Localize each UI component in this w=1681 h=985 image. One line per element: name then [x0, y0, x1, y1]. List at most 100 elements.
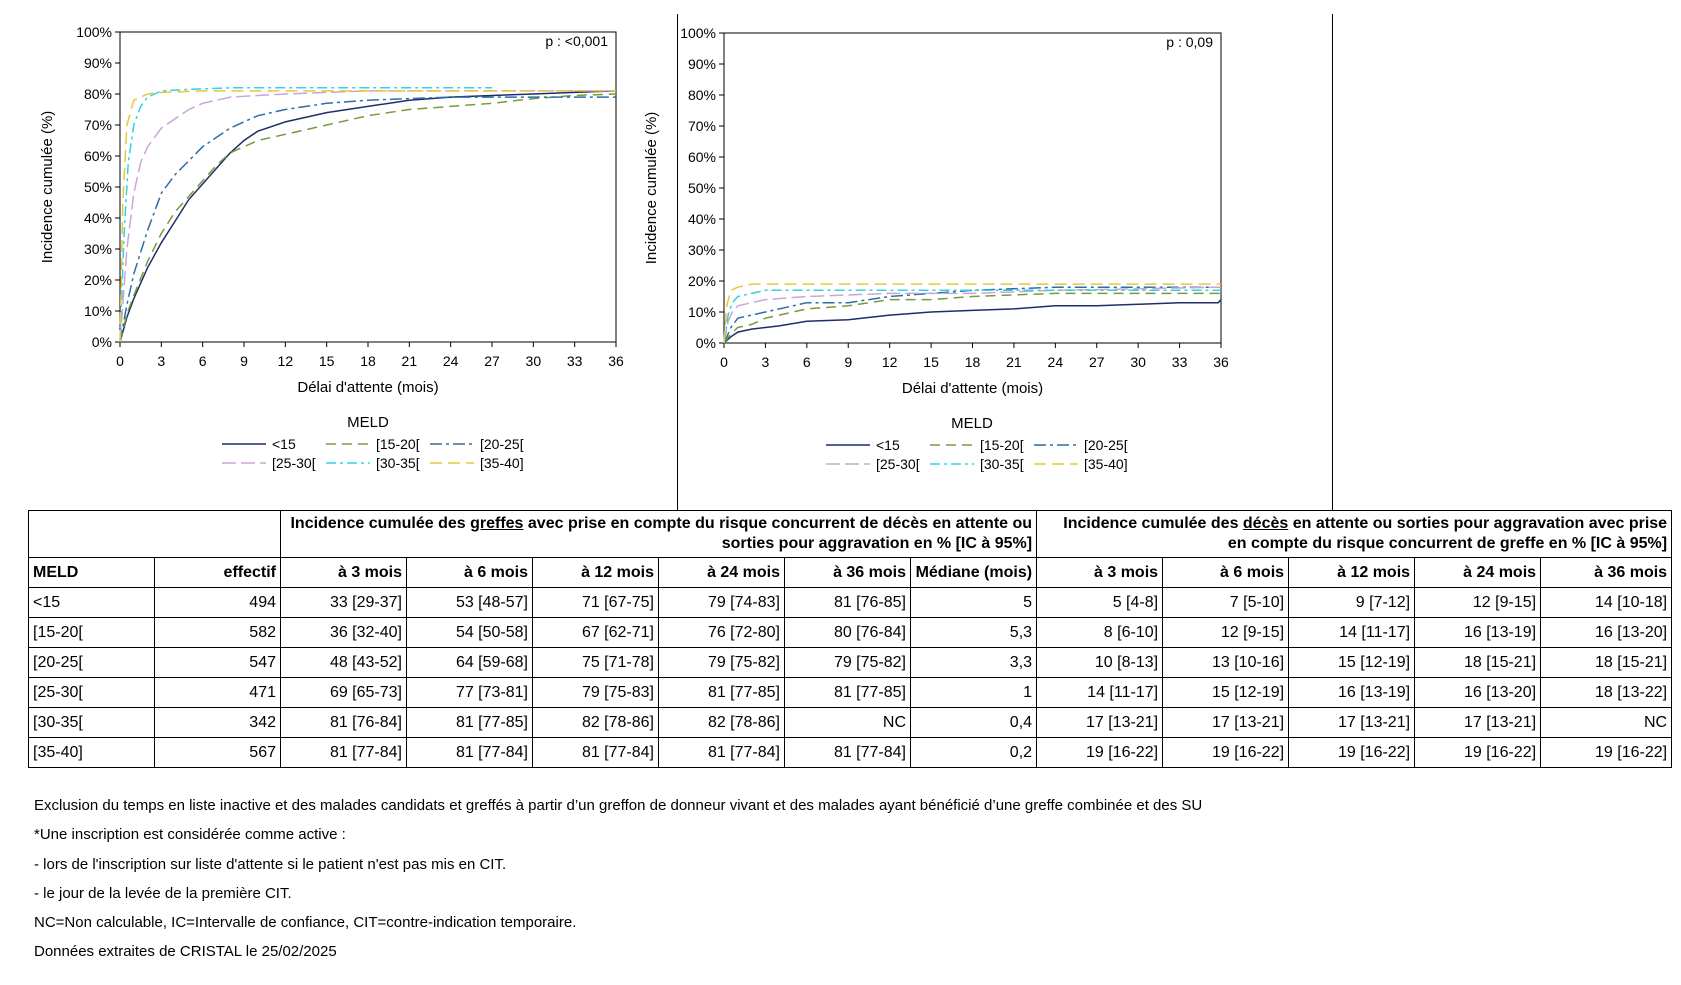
- graft-underlined-word: greffes: [470, 515, 524, 532]
- y-tick-label: 90%: [688, 56, 716, 72]
- table-cell: 48 [43-52]: [280, 647, 407, 678]
- table-cell: 342: [154, 707, 281, 738]
- table-cell: 54 [50-58]: [406, 617, 533, 648]
- legend-label-1: <15: [876, 437, 900, 453]
- left-panel-right-border: [677, 14, 678, 510]
- series-line-6: [119, 90, 616, 343]
- table-body: <15 494 33 [29-37] 53 [48-57] 71 [67-75] 79 […: [28, 587, 1673, 768]
- table-cell: 81 [77-85]: [406, 707, 533, 738]
- table-cell: 53 [48-57]: [406, 587, 533, 618]
- series-line-6: [723, 283, 1221, 344]
- y-tick-label: 40%: [84, 210, 112, 226]
- x-tick-label: 24: [1048, 354, 1064, 370]
- meld-cell: <15: [28, 587, 155, 618]
- table-cell: 0,4: [909, 707, 1038, 738]
- plot-frame: [723, 32, 1222, 344]
- table-cell: 19 [16-22]: [1540, 737, 1673, 768]
- table-cell: 69 [65-73]: [280, 677, 407, 708]
- x-tick-label: 27: [1089, 354, 1105, 370]
- legend-label-4: [25-30[: [272, 455, 316, 471]
- table-group-header-row: Incidence cumulée des greffes avec prise…: [28, 510, 1673, 558]
- y-tick-label: 60%: [84, 148, 112, 164]
- x-tick-label: 15: [923, 354, 939, 370]
- y-tick-label: 60%: [688, 149, 716, 165]
- table-cell: 19 [16-22]: [1414, 737, 1542, 768]
- table-cell: 14 [10-18]: [1540, 587, 1673, 618]
- death-group-header: Incidence cumulée des décès en attente o…: [1036, 510, 1673, 558]
- table-cell: 19 [16-22]: [1162, 737, 1290, 768]
- x-tick-label: 6: [199, 353, 207, 369]
- table-cell: 81 [77-84]: [658, 737, 785, 768]
- death-underlined-word: décès: [1242, 515, 1289, 532]
- legend-label-6: [35-40]: [1084, 456, 1128, 472]
- table-cell: 16 [13-19]: [1414, 617, 1542, 648]
- table-cell: 19 [16-22]: [1288, 737, 1416, 768]
- footnote-line: - le jour de la levée de la première CIT…: [34, 884, 292, 902]
- column-header: à 12 mois: [1288, 557, 1416, 588]
- series-line-1: [723, 299, 1222, 344]
- column-header: à 3 mois: [1036, 557, 1164, 588]
- x-tick-label: 12: [278, 353, 294, 369]
- y-tick-label: 30%: [688, 242, 716, 258]
- table-cell: 0,2: [909, 737, 1038, 768]
- table-corner-cell: [28, 510, 281, 558]
- table-cell: 71 [67-75]: [532, 587, 659, 618]
- table-cell: 547: [154, 647, 281, 678]
- table-cell: 80 [76-84]: [784, 617, 911, 648]
- column-header: à 36 mois: [784, 557, 911, 588]
- table-cell: 3,3: [909, 647, 1038, 678]
- y-tick-label: 70%: [688, 118, 716, 134]
- table-cell: 14 [11-17]: [1288, 617, 1416, 648]
- footnote-line: NC=Non calculable, IC=Intervalle de conf…: [34, 914, 577, 932]
- y-tick-label: 80%: [84, 86, 112, 102]
- series-line-2: [723, 292, 1221, 344]
- legend-label-3: [20-25[: [1084, 437, 1128, 453]
- meld-cell: [25-30[: [28, 677, 155, 708]
- table-cell: 14 [11-17]: [1036, 677, 1164, 708]
- table-cell: 82 [78-86]: [532, 707, 659, 738]
- table-cell: 76 [72-80]: [658, 617, 785, 648]
- footnote-line: Exclusion du temps en liste inactive et …: [34, 797, 1203, 814]
- table-cell: NC: [784, 707, 911, 738]
- table-row: [35-40] 567 81 [77-84] 81 [77-84] 81 [77-84]…: [28, 737, 1673, 768]
- column-header: à 12 mois: [532, 557, 659, 588]
- y-tick-label: 20%: [688, 273, 716, 289]
- x-tick-label: 9: [844, 354, 852, 370]
- table-cell: 81 [76-84]: [280, 707, 407, 738]
- series-line-1: [119, 90, 617, 343]
- x-tick-label: 15: [319, 353, 335, 369]
- y-tick-label: 0%: [696, 335, 716, 351]
- table-cell: 17 [13-21]: [1414, 707, 1542, 738]
- table-cell: 18 [15-21]: [1414, 647, 1542, 678]
- table-cell: 16 [13-19]: [1288, 677, 1416, 708]
- table-row: <15 494 33 [29-37] 53 [48-57] 71 [67-75] 79 […: [28, 587, 1673, 618]
- series-line-5: [119, 87, 492, 343]
- column-header: MELD: [28, 557, 155, 588]
- table-cell: 7 [5-10]: [1162, 587, 1290, 618]
- table-cell: 79 [75-83]: [532, 677, 659, 708]
- x-tick-label: 27: [484, 353, 500, 369]
- x-tick-label: 6: [803, 354, 811, 370]
- column-header: Médiane (mois): [909, 557, 1038, 588]
- x-tick-label: 36: [1213, 354, 1229, 370]
- series-line-2: [119, 93, 617, 343]
- legend-label-1: <15: [272, 436, 296, 452]
- table-cell: 79 [75-82]: [658, 647, 785, 678]
- x-axis-label: Délai d'attente (mois): [297, 379, 438, 396]
- x-tick-label: 30: [1130, 354, 1146, 370]
- table-cell: 5,3: [909, 617, 1038, 648]
- plot-frame: [119, 31, 617, 343]
- table-cell: 81 [77-84]: [280, 737, 407, 768]
- x-tick-label: 21: [402, 353, 418, 369]
- legend-title: MELD: [347, 414, 389, 431]
- series-line-3: [119, 96, 616, 343]
- x-tick-label: 30: [526, 353, 542, 369]
- legend-label-5: [30-35[: [376, 455, 420, 471]
- table-cell: 15 [12-19]: [1288, 647, 1416, 678]
- table-cell: 582: [154, 617, 281, 648]
- table-cell: 8 [6-10]: [1036, 617, 1164, 648]
- meld-cell: [35-40]: [28, 737, 155, 768]
- x-tick-label: 0: [720, 354, 728, 370]
- y-tick-label: 80%: [688, 87, 716, 103]
- table-cell: 15 [12-19]: [1162, 677, 1290, 708]
